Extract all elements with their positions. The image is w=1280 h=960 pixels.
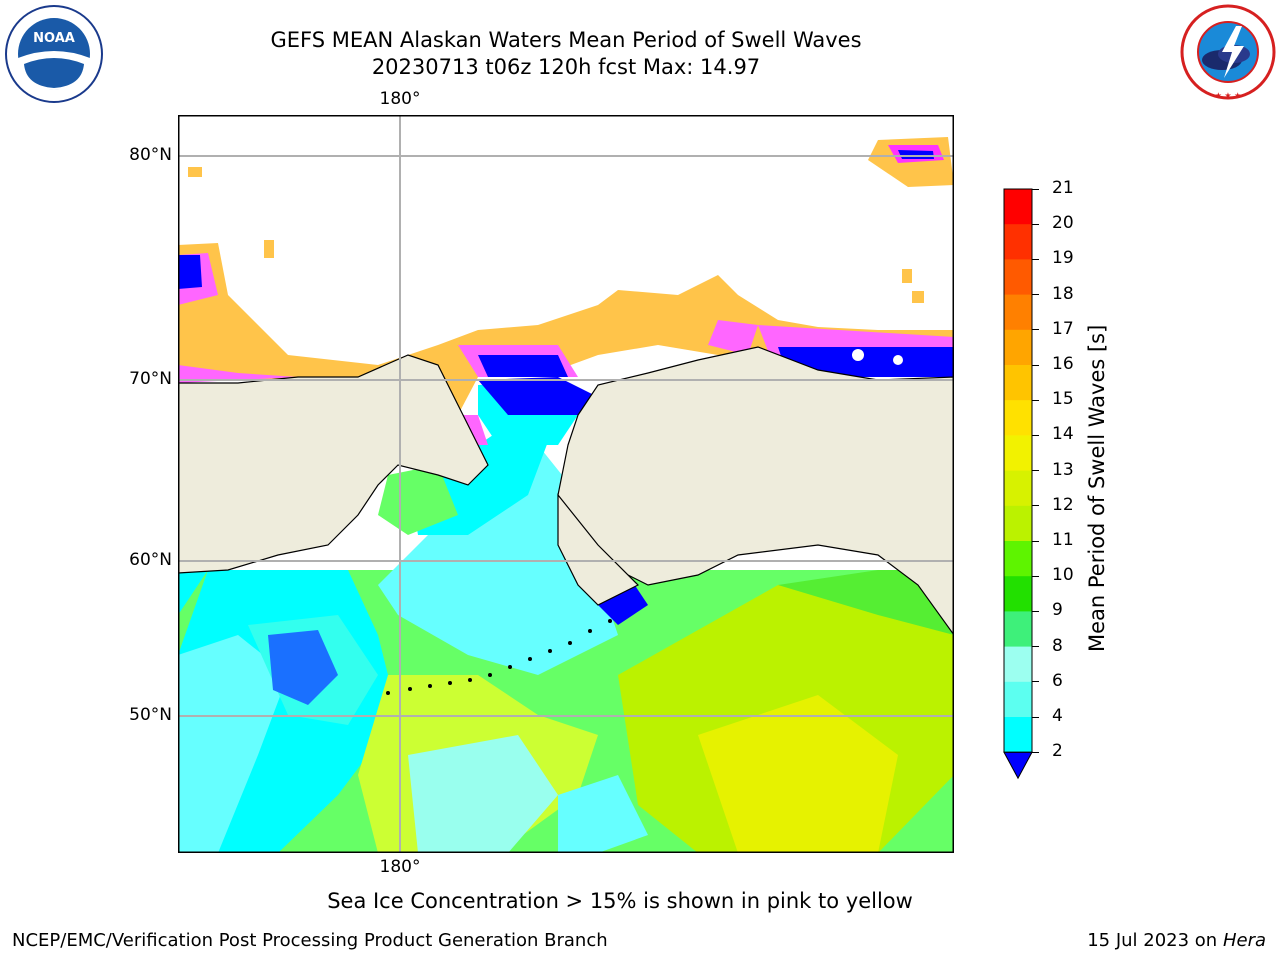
colorbar-tick-mark [1032,364,1039,366]
colorbar-extend-triangle [1003,751,1033,780]
lat-label-80: 80°N [129,145,172,165]
svg-text:★ ★ ★: ★ ★ ★ [1215,91,1242,100]
colorbar-title: Mean Period of Swell Waves [s] [1085,324,1109,652]
colorbar-band [1004,294,1032,331]
colorbar-band [1004,681,1032,718]
colorbar-band [1004,259,1032,296]
colorbar-band [1004,365,1032,401]
colorbar-band [1004,505,1032,542]
colorbar-tick-label: 10 [1052,565,1074,586]
colorbar-tick-label: 20 [1052,213,1074,234]
colorbar-tick-label: 4 [1052,706,1063,726]
colorbar-band [1004,400,1032,436]
colorbar-tick-label: 8 [1052,635,1063,656]
colorbar-tick-mark [1032,610,1039,612]
colorbar-tick-label: 9 [1052,600,1063,621]
colorbar-band [1004,329,1032,366]
colorbar-tick-mark [1032,575,1039,577]
land [178,346,954,637]
colorbar-tick-mark [1032,716,1039,718]
footer-date: 15 Jul 2023 on Hera [1087,930,1266,951]
noaa-logo: NOAA [5,5,103,103]
colorbar-band [1004,717,1032,753]
colorbar-tick-label: 2 [1052,741,1063,762]
colorbar-tick-label: 21 [1052,178,1074,198]
colorbar-tick-mark [1032,751,1039,753]
colorbar-tick-mark [1032,258,1039,260]
noaa-logo-text: NOAA [33,31,75,46]
lat-label-70: 70°N [129,369,172,389]
chart-title: GEFS MEAN Alaskan Waters Mean Period of … [270,28,862,52]
aleutian-islands [386,619,612,695]
colorbar-band [1004,576,1032,612]
colorbar-tick-mark [1032,681,1039,683]
colorbar-tick-label: 16 [1052,354,1074,374]
colorbar-tick-label: 11 [1052,530,1074,550]
colorbar-band [1004,189,1032,225]
colorbar-band [1004,611,1032,648]
colorbar-tick-label: 17 [1052,318,1074,339]
colorbar-tick-mark [1032,540,1039,542]
colorbar-tick-mark [1032,188,1039,190]
lat-label-60: 60°N [129,550,172,570]
colorbar-tick-mark [1032,646,1039,648]
colorbar-tick-mark [1032,294,1039,296]
colorbar-band [1004,646,1032,683]
colorbar-band [1004,470,1032,507]
colorbar-tick-label: 12 [1052,494,1074,515]
graticule [178,115,954,853]
colorbar-tick-mark [1032,329,1039,331]
colorbar [1003,188,1033,780]
colorbar-tick-label: 19 [1052,248,1074,269]
colorbar-tick-label: 18 [1052,283,1074,304]
colorbar-tick-mark [1032,399,1039,401]
colorbar-tick-label: 13 [1052,459,1074,480]
colorbar-tick-label: 15 [1052,389,1074,410]
colorbar-band [1004,224,1032,260]
footer-host: Hera [1222,930,1266,951]
colorbar-tick-mark [1032,505,1039,507]
colorbar-band [1004,541,1032,577]
map-panel [178,115,954,853]
chart-subtitle: 20230713 t06z 120h fcst Max: 14.97 [371,55,761,79]
colorbar-tick-mark [1032,434,1039,436]
lon-label-bottom: 180° [379,857,421,877]
colorbar-tick-mark [1032,470,1039,472]
lon-label-top: 180° [379,89,421,109]
colorbar-tick-label: 6 [1052,670,1063,691]
sea-ice-caption: Sea Ice Concentration > 15% is shown in … [327,889,913,913]
colorbar-tick-mark [1032,223,1039,225]
nws-logo: ★ ★ ★ [1180,4,1276,100]
colorbar-tick-label: 14 [1052,424,1074,445]
colorbar-band [1004,435,1032,472]
footer-date-text: 15 Jul 2023 on [1087,930,1223,951]
footer-credit: NCEP/EMC/Verification Post Processing Pr… [12,930,608,951]
lat-label-50: 50°N [129,705,172,725]
